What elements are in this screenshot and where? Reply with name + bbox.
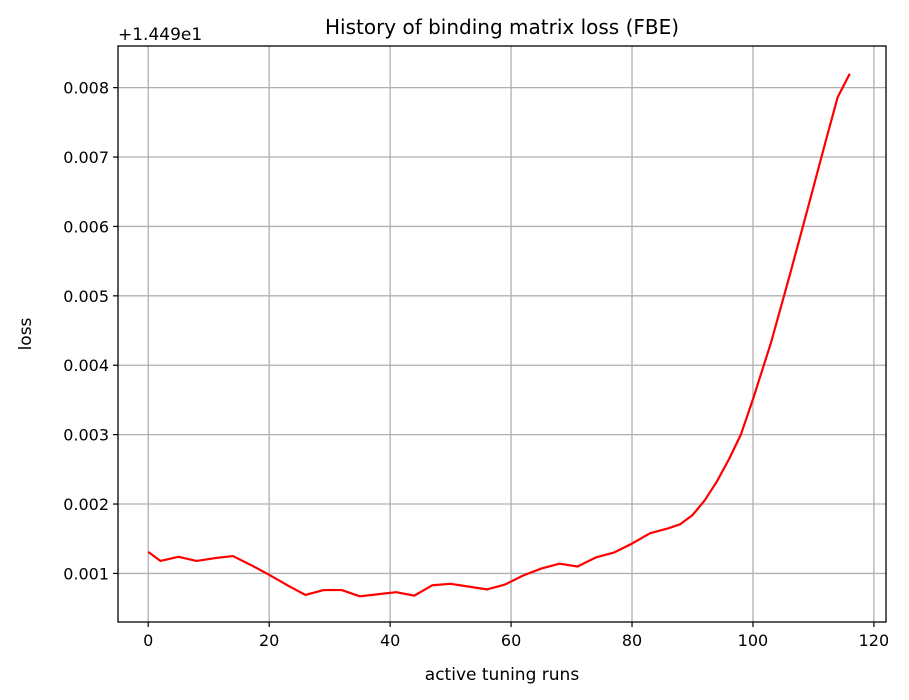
y-tick: 0.001: [63, 564, 118, 583]
plot-area-frame: [117, 45, 887, 623]
y-tick-label: 0.005: [63, 287, 109, 306]
x-axis-ticks: 0 20 40 60 80 100 120: [143, 622, 889, 650]
y-axis-label: loss: [16, 317, 36, 350]
chart-title: History of binding matrix loss (FBE): [325, 15, 679, 39]
y-tick: 0.008: [63, 79, 118, 98]
x-tick: 0: [143, 622, 153, 650]
y-tick: 0.003: [63, 426, 118, 445]
x-tick: 100: [738, 622, 769, 650]
y-axis-offset-text: +1.449e1: [118, 25, 202, 45]
x-tick-label: 60: [501, 631, 521, 650]
x-tick-label: 80: [622, 631, 642, 650]
y-tick: 0.005: [63, 287, 118, 306]
x-tick: 20: [259, 622, 279, 650]
x-axis-label: active tuning runs: [425, 665, 580, 685]
x-tick-label: 120: [859, 631, 890, 650]
y-tick-label: 0.004: [63, 356, 109, 375]
x-tick-label: 0: [143, 631, 153, 650]
y-tick-label: 0.003: [63, 426, 109, 445]
y-axis-ticks: 0.001 0.002 0.003 0.004 0.005 0.006 0.007 0.008: [63, 79, 118, 583]
grid-lines: [118, 46, 886, 622]
y-tick-label: 0.008: [63, 79, 109, 98]
y-tick-label: 0.006: [63, 217, 109, 236]
loss-line: [147, 73, 851, 598]
x-tick-label: 40: [380, 631, 400, 650]
x-tick-label: 20: [259, 631, 279, 650]
x-tick-label: 100: [738, 631, 769, 650]
y-tick: 0.006: [63, 217, 118, 236]
x-tick: 60: [501, 622, 521, 650]
x-tick: 120: [859, 622, 890, 650]
y-tick-label: 0.002: [63, 495, 109, 514]
y-tick: 0.007: [63, 148, 118, 167]
x-tick: 80: [622, 622, 642, 650]
y-tick: 0.002: [63, 495, 118, 514]
series-group: [147, 73, 851, 598]
x-tick: 40: [380, 622, 400, 650]
y-tick: 0.004: [63, 356, 118, 375]
y-tick-label: 0.007: [63, 148, 109, 167]
y-tick-label: 0.001: [63, 564, 109, 583]
